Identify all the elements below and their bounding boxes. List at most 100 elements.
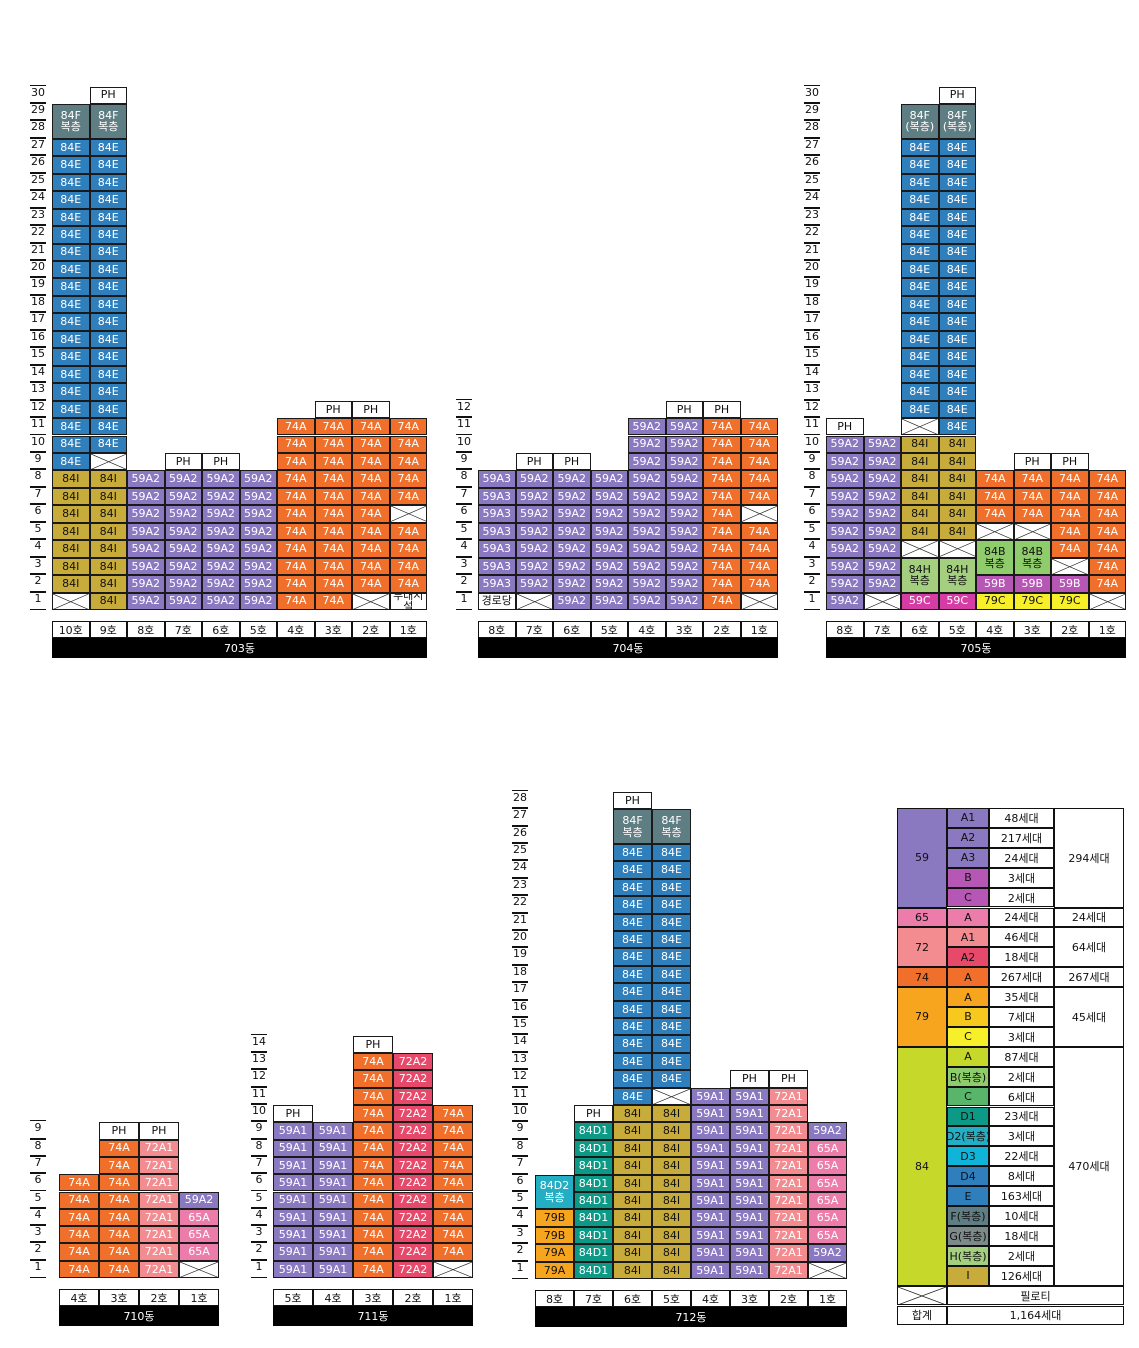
unit-cell: 84E bbox=[52, 191, 90, 209]
floor-label: 13 bbox=[30, 381, 46, 401]
unit-cell: 74A bbox=[353, 1156, 393, 1175]
unit-cell: 59C bbox=[938, 592, 976, 610]
unit-cell: 74A bbox=[703, 540, 741, 558]
unit-cell: 84E bbox=[89, 383, 127, 401]
legend-type-cell: C bbox=[947, 887, 989, 908]
unit-cell: 84I bbox=[652, 1157, 691, 1175]
unit-cell: 84E bbox=[89, 418, 127, 436]
unit-cell: 84E bbox=[613, 983, 652, 1001]
unit-cell: 84I bbox=[613, 1244, 652, 1262]
floor-label: 8 bbox=[804, 468, 820, 488]
unit-cell: 59A2 bbox=[628, 505, 666, 523]
unit-cell: 84E bbox=[613, 931, 652, 949]
unit-cell: 59A1 bbox=[730, 1157, 769, 1175]
penthouse-cell: PH bbox=[202, 452, 240, 471]
unit-cell: 59A2 bbox=[826, 452, 864, 471]
floor-label: 6 bbox=[456, 503, 472, 523]
unit-cell: 84E bbox=[901, 191, 939, 209]
unit-cell: 84E bbox=[901, 365, 939, 384]
unit-cell: 59A1 bbox=[691, 1157, 730, 1175]
unit-cell: 59A2 bbox=[553, 540, 591, 558]
unit-cell: 74A bbox=[352, 522, 390, 541]
unit-cell: 74A bbox=[352, 452, 390, 471]
unit-cell: 84E bbox=[901, 261, 939, 279]
unit-cell: 74A bbox=[353, 1122, 393, 1140]
unit-cell: 84I bbox=[89, 575, 127, 593]
floor-label: 4 bbox=[804, 538, 820, 558]
floor-label: 26 bbox=[512, 824, 528, 844]
empty-cross-cell bbox=[179, 1260, 219, 1278]
unit-cell: 84E bbox=[938, 191, 976, 209]
unit-cell: 84I bbox=[938, 522, 976, 541]
penthouse-cell: PH bbox=[574, 1105, 613, 1123]
unit-cell: 59A1 bbox=[273, 1260, 313, 1278]
unit-cell: 84E bbox=[938, 348, 976, 366]
unit-number-label: 2호 bbox=[1051, 621, 1089, 638]
unit-cell: 74A bbox=[277, 575, 315, 593]
unit-cell: 59A1 bbox=[730, 1105, 769, 1123]
legend-count-cell: 267세대 bbox=[989, 967, 1054, 988]
unit-cell: 74A bbox=[389, 557, 427, 576]
unit-cell: 84E bbox=[89, 313, 127, 331]
unit-cell: 74A bbox=[314, 452, 352, 471]
unit-cell: 84E bbox=[613, 844, 652, 862]
unit-cell: 74A bbox=[703, 557, 741, 576]
legend-count-cell: 35세대 bbox=[989, 987, 1054, 1007]
unit-cell: 59A1 bbox=[691, 1192, 730, 1210]
floor-label: 4 bbox=[512, 1207, 528, 1227]
empty-cross-cell bbox=[976, 522, 1014, 541]
unit-cell: 84I bbox=[89, 522, 127, 541]
unit-cell: 74A bbox=[703, 470, 741, 488]
legend-total-cell: 267세대 bbox=[1054, 967, 1124, 988]
unit-cell: 59A2 bbox=[164, 505, 202, 523]
legend-type-cell: A1 bbox=[947, 808, 989, 828]
unit-cell: 84I bbox=[938, 487, 976, 506]
unit-cell: 84E bbox=[901, 348, 939, 366]
floor-label: 8 bbox=[456, 468, 472, 488]
floor-label: 10 bbox=[804, 433, 820, 453]
unit-cell: 74A bbox=[1088, 557, 1126, 576]
unit-cell: 84E bbox=[652, 913, 691, 931]
unit-cell: 84E bbox=[613, 948, 652, 966]
unit-cell: 59A1 bbox=[273, 1208, 313, 1227]
unit-number-label: 3호 bbox=[314, 621, 352, 638]
floor-label: 12 bbox=[804, 398, 820, 419]
unit-cell: 59A2 bbox=[863, 522, 901, 541]
unit-cell: 59A2 bbox=[239, 575, 277, 593]
floor-label: 7 bbox=[512, 1155, 528, 1175]
building-name: 710동 bbox=[59, 1306, 219, 1326]
floor-label: 2 bbox=[30, 573, 46, 593]
legend-count-cell: 10세대 bbox=[989, 1206, 1054, 1226]
unit-cell: 84I bbox=[52, 505, 90, 523]
unit-cell: 84I bbox=[89, 505, 127, 523]
building-name: 711동 bbox=[273, 1306, 473, 1326]
unit-number-label: 6호 bbox=[613, 1290, 652, 1307]
unit-cell: 84E bbox=[938, 156, 976, 174]
unit-cell: 74A bbox=[277, 435, 315, 453]
floor-label: 12 bbox=[512, 1068, 528, 1088]
floor-label: 18 bbox=[512, 963, 528, 984]
unit-cell: 84I bbox=[89, 470, 127, 488]
legend-count-cell: 24세대 bbox=[989, 847, 1054, 868]
unit-cell: 59A2 bbox=[628, 540, 666, 558]
unit-number-label: 7호 bbox=[863, 621, 901, 638]
unit-cell: 74A bbox=[353, 1105, 393, 1123]
legend-type-cell: A2 bbox=[947, 827, 989, 848]
unit-cell: 74A bbox=[1088, 505, 1126, 523]
floor-label: 1 bbox=[30, 1258, 46, 1278]
unit-cell: 84E bbox=[901, 313, 939, 331]
floor-label: 11 bbox=[804, 415, 820, 436]
unit-cell: 59A2 bbox=[553, 487, 591, 506]
unit-cell: 74A bbox=[59, 1208, 99, 1227]
unit-cell: 84E bbox=[89, 191, 127, 209]
floor-label: 10 bbox=[30, 433, 46, 453]
unit-cell: 74A bbox=[703, 435, 741, 453]
unit-cell: 74A bbox=[433, 1226, 473, 1244]
unit-cell: 65A bbox=[179, 1226, 219, 1244]
unit-cell: 65A bbox=[808, 1192, 847, 1210]
unit-cell: 84E bbox=[52, 452, 90, 471]
unit-cell: 59A2 bbox=[665, 575, 703, 593]
floor-label: 24 bbox=[512, 859, 528, 879]
legend-count-cell: 2세대 bbox=[989, 887, 1054, 908]
